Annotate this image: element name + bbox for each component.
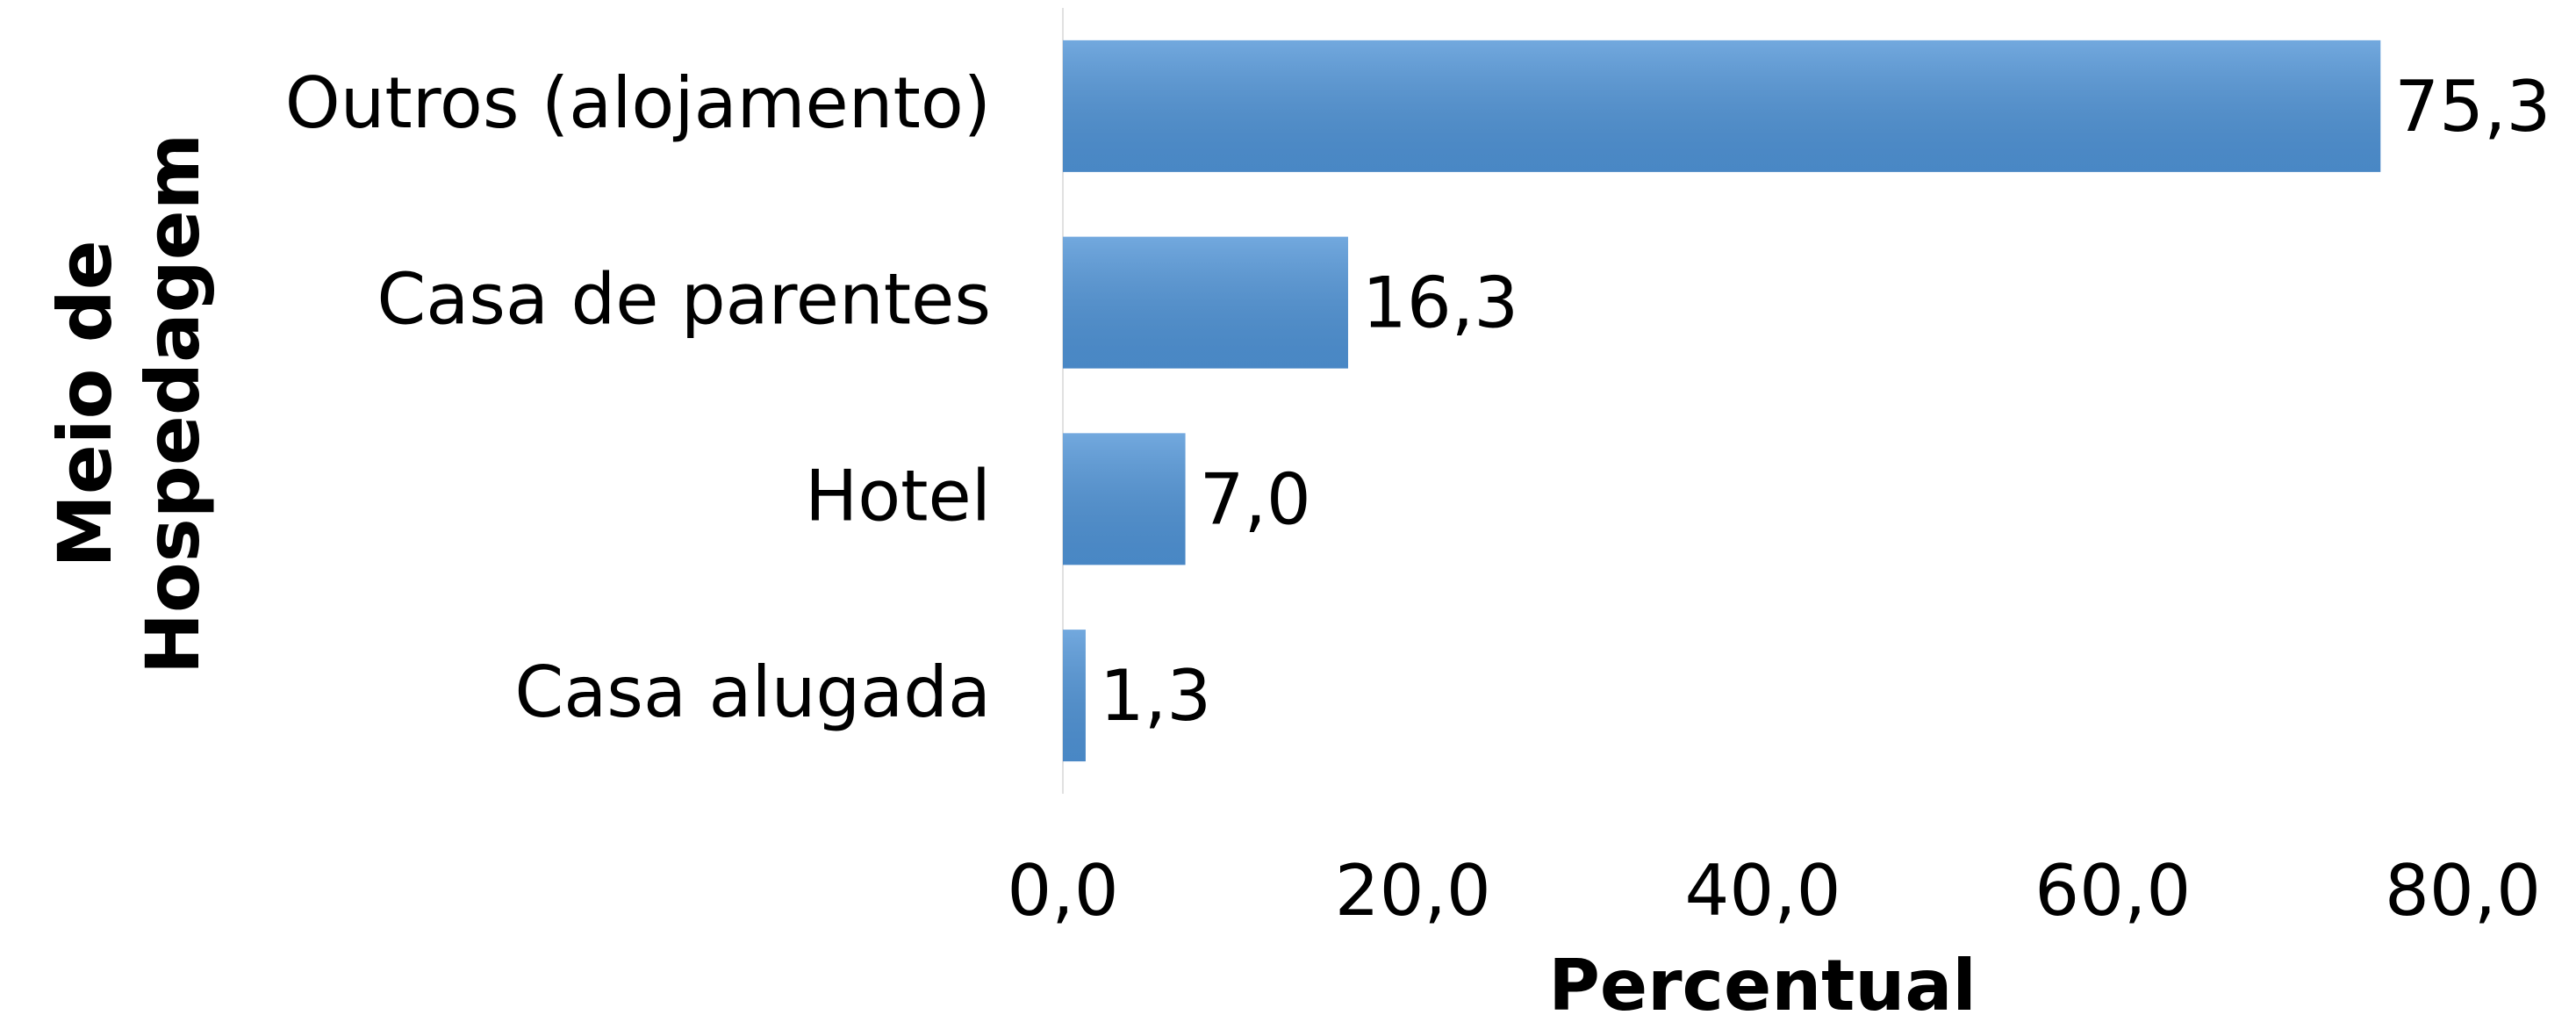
x-tick-label: 60,0 xyxy=(2034,850,2191,932)
y-axis-title: Meio de Hospedagem xyxy=(42,133,216,675)
y-tick-label: Casa alugada xyxy=(514,651,991,733)
data-label: 1,3 xyxy=(1100,655,1211,737)
x-tick-label: 40,0 xyxy=(1684,850,1841,932)
x-axis-title: Percentual xyxy=(1548,945,1977,1015)
bar-sheen xyxy=(1063,433,1186,565)
y-tick-label: Outros (alojamento) xyxy=(285,62,991,144)
x-tick-label: 80,0 xyxy=(2385,850,2541,932)
y-tick-label: Hotel xyxy=(805,455,991,536)
bar-sheen xyxy=(1063,630,1086,762)
x-tick-label: 0,0 xyxy=(1007,850,1118,932)
data-label: 75,3 xyxy=(2394,66,2551,148)
data-label: 16,3 xyxy=(1362,263,1518,344)
bar-sheen xyxy=(1063,40,2381,172)
x-tick-label: 20,0 xyxy=(1335,850,1491,932)
y-tick-label: Casa de parentes xyxy=(377,259,991,341)
bar-sheen xyxy=(1063,236,1348,369)
data-label: 7,0 xyxy=(1200,458,1311,540)
